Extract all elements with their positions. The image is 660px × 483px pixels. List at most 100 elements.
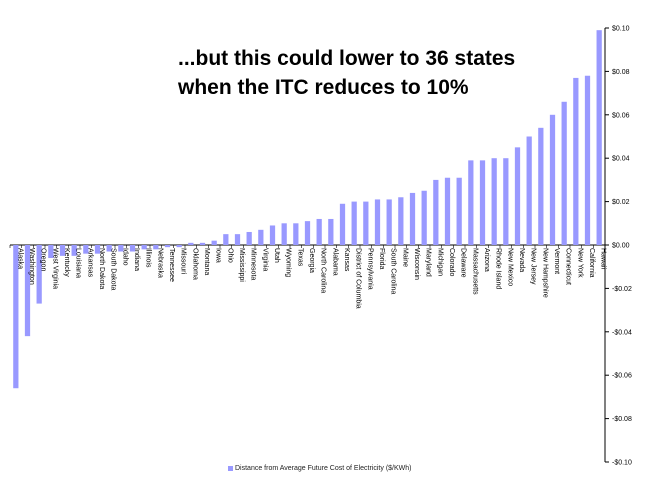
bar <box>199 242 206 245</box>
bar <box>258 229 264 245</box>
y-tick-label: $0.06 <box>612 112 630 119</box>
bar <box>118 245 124 252</box>
y-tick-label: -$0.04 <box>612 329 632 336</box>
x-tick-label: Oklahoma <box>191 248 198 280</box>
bar <box>188 242 194 245</box>
x-tick-label: Kansas <box>343 248 350 272</box>
x-tick-label: Arizona <box>483 248 490 272</box>
bar <box>374 199 381 245</box>
bar <box>351 201 357 245</box>
y-tick-label: -$0.06 <box>612 373 632 380</box>
x-tick-label: Virginia <box>261 248 268 271</box>
bar <box>223 234 229 245</box>
bar <box>468 160 474 245</box>
x-tick-label: South Dakota <box>110 248 117 291</box>
x-tick-label: Massachusetts <box>471 248 478 295</box>
x-tick-label: Oregon <box>40 248 47 271</box>
bar <box>514 147 521 245</box>
headline-line-2: when the ITC reduces to 10% <box>178 76 469 99</box>
bar <box>503 158 509 245</box>
bar <box>153 245 159 250</box>
bar <box>363 201 369 245</box>
x-tick-label: South Carolina <box>390 248 397 294</box>
x-tick-label: Kentucky <box>63 248 70 277</box>
x-tick-label: Maine <box>401 248 408 267</box>
bar <box>573 77 579 245</box>
x-tick-label: Minnesota <box>250 248 257 280</box>
x-tick-label: Arkansas <box>86 248 93 278</box>
bar <box>106 245 112 252</box>
bar <box>48 245 54 259</box>
bar <box>211 240 217 245</box>
x-tick-label: Wisconsin <box>413 248 420 280</box>
bar <box>433 179 439 245</box>
x-tick-label: Alaska <box>16 248 23 269</box>
x-tick-label: Illinois <box>145 248 152 268</box>
x-tick-label: West Virginia <box>51 248 58 289</box>
y-tick-label: $0.04 <box>612 156 630 163</box>
bar <box>176 245 182 248</box>
x-tick-label: Maryland <box>425 248 432 277</box>
x-tick-label: Nebraska <box>156 248 163 278</box>
x-tick-label: North Dakota <box>98 248 105 289</box>
x-tick-label: Delaware <box>460 248 467 278</box>
bar <box>386 199 392 245</box>
x-tick-label: California <box>588 248 595 278</box>
bar <box>596 30 602 246</box>
x-tick-label: Montana <box>203 248 210 275</box>
x-tick-label: New Jersey <box>530 248 537 285</box>
x-tick-label: Tennessee <box>168 248 175 282</box>
bar <box>129 245 136 252</box>
bar <box>71 245 77 256</box>
x-tick-label: New Mexico <box>506 248 513 286</box>
x-tick-label: New York <box>576 248 583 278</box>
bar <box>246 231 252 245</box>
bar <box>561 101 567 245</box>
x-tick-label: Nevada <box>518 248 525 272</box>
y-tick-label: $0.08 <box>612 69 630 76</box>
x-tick-label: North Carolina <box>320 248 327 293</box>
chart-legend: Distance from Average Future Cost of Ele… <box>228 465 412 472</box>
bar <box>328 218 334 245</box>
x-tick-label: Colorado <box>448 248 455 277</box>
bar <box>444 177 451 245</box>
bar <box>59 245 66 256</box>
bar <box>36 245 42 304</box>
x-tick-label: New Hampshire <box>541 248 548 298</box>
bar <box>83 245 89 254</box>
bar <box>549 114 556 245</box>
x-tick-label: Louisiana <box>75 248 82 278</box>
bar <box>141 245 147 250</box>
bar <box>293 223 299 245</box>
bar <box>584 75 591 246</box>
bar <box>398 197 404 245</box>
y-tick-label: -$0.10 <box>612 460 632 467</box>
bar <box>526 136 532 245</box>
bar <box>304 221 311 245</box>
bar <box>94 245 101 254</box>
x-tick-label: Mississippi <box>238 248 245 282</box>
bar <box>479 160 486 245</box>
y-tick-label: -$0.02 <box>612 286 632 293</box>
x-tick-label: Wyoming <box>285 248 292 277</box>
x-tick-label: Connecticut <box>565 248 572 285</box>
y-tick-label: $0.02 <box>612 199 630 206</box>
x-tick-label: Idaho <box>121 248 128 266</box>
y-tick-label: -$0.08 <box>612 416 632 423</box>
bar <box>409 192 416 245</box>
x-tick-label: Missouri <box>180 248 187 275</box>
bar <box>234 234 241 245</box>
bar <box>164 245 171 248</box>
x-tick-label: Ohio <box>226 248 233 263</box>
x-tick-label: Pennsylvania <box>366 248 373 290</box>
bar <box>456 177 462 245</box>
x-tick-label: Indiana <box>133 248 140 271</box>
bar <box>316 218 322 245</box>
y-tick-label: $0.00 <box>612 243 630 250</box>
x-tick-label: Iowa <box>215 248 222 263</box>
x-tick-label: Georgia <box>308 248 315 273</box>
x-tick-label: Vermont <box>553 248 560 274</box>
x-tick-label: Rhode Island <box>495 248 502 289</box>
x-tick-label: Washington <box>28 248 35 285</box>
